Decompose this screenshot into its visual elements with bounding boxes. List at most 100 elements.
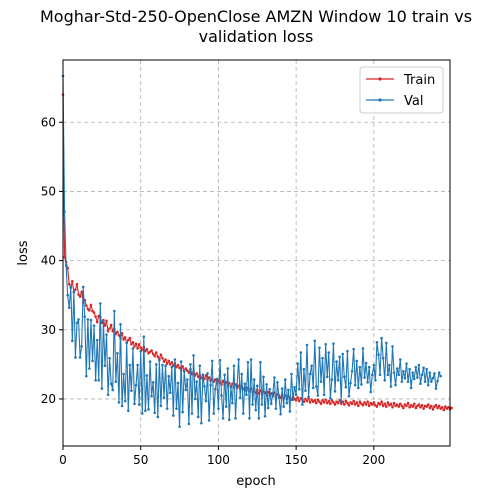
- val-point: [248, 417, 251, 420]
- train-point: [444, 405, 447, 408]
- val-point: [372, 363, 376, 367]
- val-point: [384, 341, 388, 345]
- val-point: [262, 375, 265, 379]
- val-point: [100, 387, 104, 390]
- val-point: [294, 393, 298, 397]
- val-point: [94, 378, 97, 382]
- val-point: [313, 339, 317, 343]
- val-point: [74, 356, 77, 359]
- val-point: [307, 395, 310, 399]
- val-point: [80, 345, 83, 348]
- train-point: [85, 304, 88, 307]
- val-point: [130, 389, 133, 392]
- val-point: [301, 403, 304, 406]
- y-tick-label: 50: [41, 184, 56, 198]
- legend-val-label: Val: [404, 94, 423, 109]
- val-point: [159, 404, 163, 408]
- val-point: [179, 360, 183, 363]
- x-tick-label: 150: [285, 453, 308, 467]
- val-point: [252, 378, 256, 381]
- val-point: [173, 358, 177, 361]
- train-point: [332, 401, 335, 404]
- legend: Train Val: [359, 66, 444, 114]
- val-point: [375, 340, 379, 344]
- train-point: [106, 329, 110, 333]
- val-point: [167, 374, 170, 378]
- train-point: [116, 330, 119, 334]
- val-point: [154, 363, 158, 366]
- val-point: [72, 290, 76, 294]
- val-point: [243, 382, 247, 386]
- val-point: [364, 361, 368, 365]
- val-point: [437, 371, 441, 374]
- legend-val-marker: [378, 98, 382, 102]
- train-point: [310, 398, 313, 401]
- val-point: [380, 336, 383, 340]
- x-tick-label: 0: [59, 453, 67, 467]
- val-point: [420, 373, 424, 377]
- val-point: [255, 384, 259, 388]
- val-point: [156, 415, 160, 419]
- val-point: [316, 394, 320, 397]
- val-point: [111, 388, 115, 392]
- axis-ticks: 0 50 100 150 200 20 30 40 50 60: [41, 115, 386, 467]
- train-point: [324, 398, 327, 401]
- val-point: [374, 378, 377, 382]
- train-point: [350, 402, 354, 406]
- val-point: [322, 393, 326, 397]
- val-point: [131, 347, 135, 350]
- train-point: [442, 408, 446, 412]
- val-point: [336, 378, 340, 382]
- train-point: [346, 401, 349, 405]
- val-point: [168, 391, 172, 395]
- val-point: [361, 347, 365, 350]
- train-point: [447, 405, 450, 409]
- train-point: [343, 403, 346, 406]
- train-point: [120, 331, 124, 335]
- val-point: [112, 309, 116, 313]
- train-point: [207, 376, 211, 379]
- val-point: [344, 385, 348, 389]
- train-point: [422, 407, 425, 410]
- train-point: [378, 403, 382, 406]
- chart-title-line-2: validation loss: [199, 27, 314, 46]
- train-point: [161, 356, 164, 360]
- train-point: [417, 403, 421, 406]
- train-point: [167, 359, 170, 363]
- train-point: [336, 401, 340, 405]
- val-point: [200, 421, 203, 425]
- val-point: [395, 367, 399, 370]
- val-point: [215, 377, 219, 381]
- train-point: [414, 406, 418, 410]
- val-point: [64, 264, 68, 267]
- val-point: [315, 385, 318, 388]
- train-point: [430, 404, 433, 408]
- val-point: [431, 376, 435, 380]
- train-point: [355, 401, 359, 404]
- val-point: [327, 351, 331, 354]
- val-point: [343, 375, 346, 379]
- train-point: [330, 399, 334, 402]
- train-point: [71, 280, 74, 283]
- val-point: [139, 349, 143, 353]
- train-point: [302, 400, 306, 404]
- train-point: [322, 401, 326, 404]
- train-point: [88, 309, 91, 312]
- val-point: [341, 352, 345, 356]
- val-point: [388, 363, 391, 367]
- val-point: [305, 343, 309, 347]
- train-point: [383, 402, 387, 406]
- train-point: [319, 402, 323, 406]
- val-point: [400, 380, 404, 383]
- train-point: [153, 354, 156, 358]
- train-point: [436, 406, 439, 410]
- val-point: [63, 210, 66, 213]
- val-point: [363, 376, 366, 379]
- train-point: [294, 399, 298, 402]
- train-point: [63, 255, 66, 259]
- val-point: [193, 397, 197, 401]
- val-point: [116, 352, 119, 355]
- val-point: [142, 335, 146, 339]
- train-point: [412, 402, 416, 406]
- val-point: [304, 389, 307, 392]
